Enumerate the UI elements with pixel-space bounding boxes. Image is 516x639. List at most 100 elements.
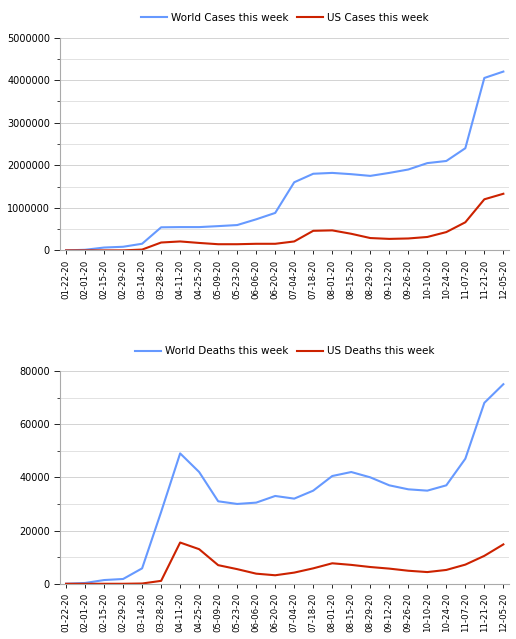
World Cases this week [291, 178, 297, 186]
World Cases this week [367, 172, 374, 180]
World Deaths this week [63, 580, 69, 588]
US Deaths this week [500, 541, 506, 548]
US Deaths this week [405, 567, 411, 574]
US Deaths this week [386, 565, 392, 573]
World Deaths this week [386, 482, 392, 489]
US Deaths this week [101, 580, 107, 588]
World Deaths this week [158, 508, 164, 516]
US Deaths this week [462, 561, 469, 569]
US Cases this week [310, 227, 316, 235]
US Cases this week [82, 247, 88, 254]
US Cases this week [367, 235, 374, 242]
World Deaths this week [272, 492, 278, 500]
Line: World Cases this week: World Cases this week [66, 72, 503, 250]
US Cases this week [234, 240, 240, 248]
World Deaths this week [481, 399, 488, 406]
World Cases this week [405, 166, 411, 173]
US Cases this week [500, 190, 506, 197]
World Cases this week [462, 144, 469, 152]
US Cases this week [253, 240, 259, 248]
US Deaths this week [367, 563, 374, 571]
US Deaths this week [158, 577, 164, 585]
World Cases this week [272, 209, 278, 217]
World Cases this week [253, 215, 259, 223]
US Deaths this week [253, 570, 259, 578]
US Deaths this week [291, 569, 297, 576]
World Deaths this week [234, 500, 240, 508]
World Cases this week [177, 223, 183, 231]
World Deaths this week [196, 468, 202, 476]
World Cases this week [481, 74, 488, 82]
US Deaths this week [196, 545, 202, 553]
US Cases this week [120, 247, 126, 254]
US Deaths this week [63, 580, 69, 588]
World Deaths this week [500, 380, 506, 388]
World Deaths this week [120, 575, 126, 583]
World Deaths this week [177, 450, 183, 458]
World Deaths this week [405, 486, 411, 493]
US Deaths this week [424, 568, 430, 576]
Line: US Deaths this week: US Deaths this week [66, 543, 503, 584]
US Cases this week [139, 246, 145, 254]
US Cases this week [405, 235, 411, 242]
World Cases this week [386, 169, 392, 177]
World Cases this week [443, 157, 449, 165]
World Cases this week [82, 246, 88, 254]
World Deaths this week [367, 473, 374, 481]
US Deaths this week [310, 564, 316, 572]
US Deaths this week [139, 580, 145, 587]
World Deaths this week [82, 579, 88, 587]
World Deaths this week [215, 497, 221, 505]
World Cases this week [139, 240, 145, 247]
World Cases this week [329, 169, 335, 177]
US Cases this week [291, 238, 297, 245]
World Deaths this week [424, 487, 430, 495]
US Cases this week [215, 240, 221, 248]
US Cases this week [158, 239, 164, 247]
World Cases this week [101, 243, 107, 251]
World Deaths this week [253, 499, 259, 507]
US Deaths this week [272, 571, 278, 579]
Legend: World Cases this week, US Cases this week: World Cases this week, US Cases this wee… [137, 9, 433, 27]
US Deaths this week [348, 561, 354, 569]
Line: World Deaths this week: World Deaths this week [66, 384, 503, 584]
US Deaths this week [443, 566, 449, 574]
World Cases this week [310, 170, 316, 178]
US Cases this week [481, 196, 488, 203]
US Deaths this week [177, 539, 183, 546]
US Cases this week [329, 227, 335, 235]
World Cases this week [63, 247, 69, 254]
World Cases this week [424, 159, 430, 167]
Line: US Cases this week: US Cases this week [66, 194, 503, 250]
World Deaths this week [101, 576, 107, 584]
World Cases this week [120, 243, 126, 250]
US Cases this week [196, 239, 202, 247]
US Deaths this week [120, 580, 126, 588]
World Cases this week [348, 171, 354, 178]
US Deaths this week [82, 580, 88, 588]
World Cases this week [234, 221, 240, 229]
US Deaths this week [329, 560, 335, 567]
US Cases this week [63, 247, 69, 254]
World Deaths this week [291, 495, 297, 502]
World Deaths this week [348, 468, 354, 476]
World Deaths this week [462, 455, 469, 463]
US Cases this week [177, 238, 183, 245]
World Deaths this week [139, 564, 145, 572]
World Deaths this week [443, 482, 449, 489]
US Cases this week [462, 219, 469, 226]
World Cases this week [215, 222, 221, 230]
US Cases this week [424, 233, 430, 241]
US Cases this week [348, 230, 354, 238]
World Deaths this week [310, 487, 316, 495]
World Deaths this week [329, 472, 335, 480]
Legend: World Deaths this week, US Deaths this week: World Deaths this week, US Deaths this w… [131, 342, 439, 360]
US Cases this week [386, 235, 392, 243]
US Cases this week [272, 240, 278, 248]
World Cases this week [500, 68, 506, 75]
US Deaths this week [215, 561, 221, 569]
US Cases this week [101, 247, 107, 254]
World Cases this week [196, 223, 202, 231]
US Deaths this week [234, 566, 240, 573]
US Cases this week [443, 228, 449, 236]
